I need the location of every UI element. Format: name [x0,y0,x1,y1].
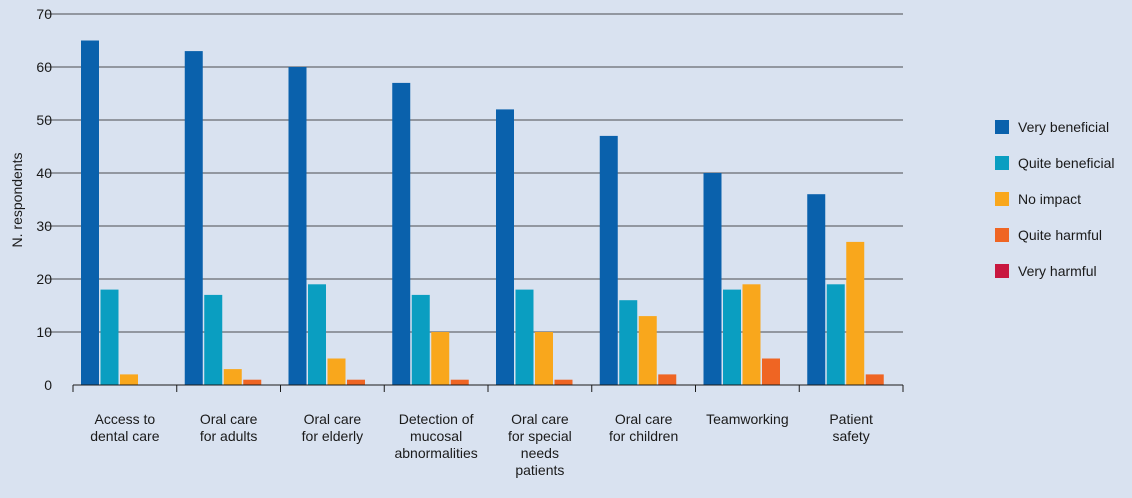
bar-no-impact [638,316,657,385]
bar-no-impact [742,284,761,385]
bar-very-beneficial [807,194,826,385]
legend-label: Very harmful [1018,263,1097,279]
bar-no-impact [223,369,242,385]
legend-label: Very beneficial [1018,119,1109,135]
bar-quite-beneficial [723,289,741,385]
bar-no-impact [431,332,450,385]
axes [72,384,904,392]
bar-very-beneficial [703,173,722,385]
x-tick-label: Detection of mucosal abnormalities [394,411,477,461]
bar-quite-harmful [762,358,780,385]
bar-very-beneficial [184,51,203,385]
bar-no-impact [327,358,346,385]
legend-swatch [995,192,1009,206]
legend-swatch [995,228,1009,242]
legend-swatch [995,156,1009,170]
x-tick-label: Oral care for children [609,411,678,444]
y-tick-labels: 0 10 20 30 40 50 60 70 [36,6,52,393]
bar-quite-harmful [658,374,677,385]
y-tick-label: 70 [36,6,52,22]
bar-quite-beneficial [619,300,638,385]
bar-very-beneficial [599,135,618,385]
bars [81,40,884,386]
y-tick-label: 10 [36,324,52,340]
bar-quite-beneficial [411,294,430,385]
legend: Very beneficial Quite beneficial No impact… [995,119,1115,279]
x-tick-label: Access to dental care [90,411,159,444]
y-tick-label: 50 [36,112,52,128]
bar-quite-beneficial [308,284,326,385]
bar-quite-harmful [450,379,469,385]
bar-no-impact [120,374,138,385]
legend-label: Quite harmful [1018,227,1102,243]
gridlines [45,13,903,333]
x-tick-label: Patient safety [829,411,873,444]
bar-very-beneficial [81,40,99,385]
x-tick-label: Oral care for elderly [302,411,363,444]
legend-swatch [995,264,1009,278]
bar-no-impact [535,332,553,385]
legend-swatch [995,120,1009,134]
y-tick-label: 0 [44,377,52,393]
bar-quite-harmful [554,379,573,385]
legend-item: No impact [995,191,1081,207]
y-tick-label: 30 [36,218,52,234]
legend-label: No impact [1018,191,1081,207]
x-tick-label: Teamworking [706,411,788,427]
x-tick-labels: Access to dental care Oral care for adults O… [90,411,873,478]
y-tick-label: 40 [36,165,52,181]
bar-quite-beneficial [515,289,534,385]
y-tick-label: 20 [36,271,52,287]
bar-very-beneficial [392,82,411,386]
bar-very-beneficial [496,109,514,386]
legend-label: Quite beneficial [1018,155,1115,171]
legend-item: Quite harmful [995,227,1102,243]
legend-item: Very beneficial [995,119,1109,135]
x-tick-label: Oral care for special needs patients [508,411,572,478]
bar-quite-beneficial [100,289,119,385]
bar-quite-harmful [347,379,365,385]
bar-quite-harmful [243,379,262,385]
x-tick-label: Oral care for adults [200,411,258,444]
y-tick-label: 60 [36,59,52,75]
legend-item: Quite beneficial [995,155,1115,171]
legend-item: Very harmful [995,263,1097,279]
bar-quite-beneficial [826,284,845,385]
bar-quite-beneficial [204,294,223,385]
y-axis-label: N. respondents [9,153,25,248]
bar-very-beneficial [288,67,307,385]
bar-no-impact [846,241,865,385]
bar-quite-harmful [865,374,884,385]
